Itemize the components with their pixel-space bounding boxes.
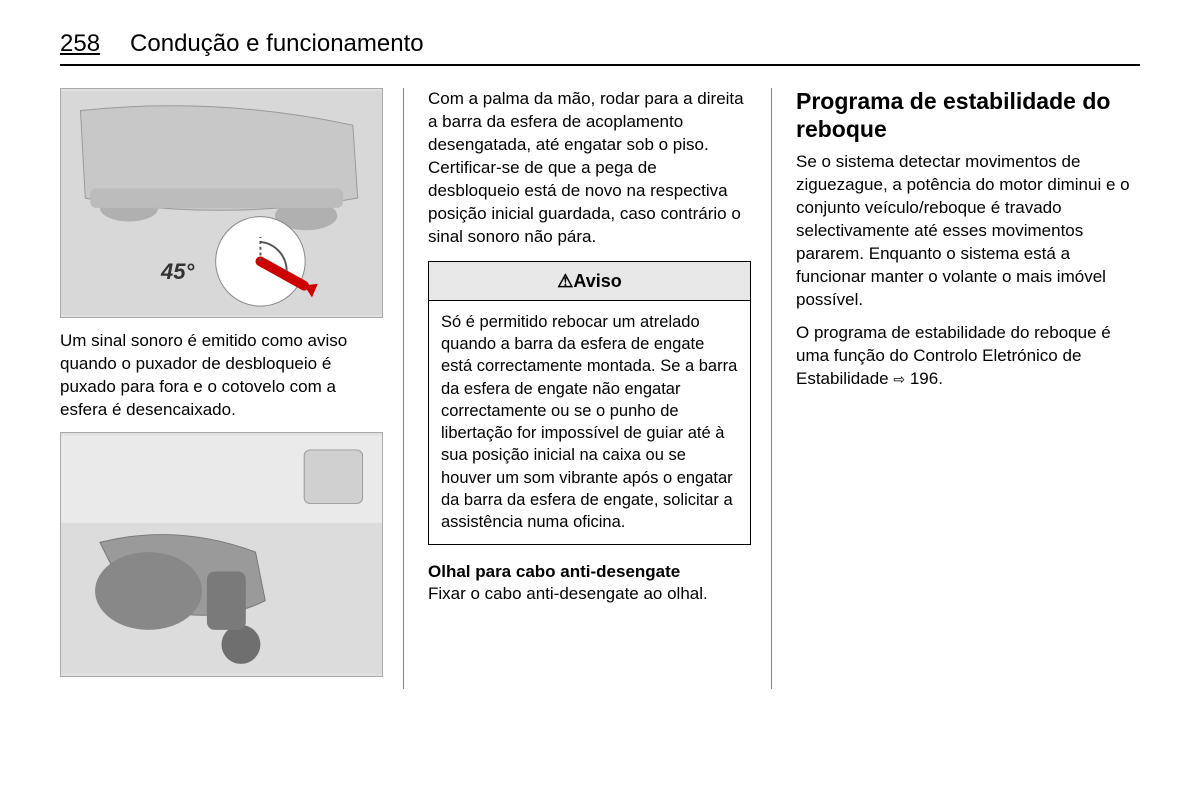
warning-title: ⚠Aviso [429,262,750,301]
col2-paragraph-1: Com a palma da mão, rodar para a direita… [428,88,751,249]
car-rear-illustration-icon [61,89,382,317]
figure-coupling-ball-bar [60,432,383,677]
col3-p2-suffix: . [938,369,943,388]
column-3: Programa de estabilidade do reboque Se o… [796,88,1140,689]
column-2: Com a palma da mão, rodar para a direita… [428,88,772,689]
col2-subheading: Olhal para cabo anti-desengate [428,561,751,584]
page-header: 258 Condução e funcionamento [60,30,1140,66]
link-page-number: 196 [910,369,938,388]
warning-title-text: Aviso [573,271,621,291]
warning-icon: ⚠ [557,271,573,291]
chapter-title: Condução e funcionamento [130,30,424,58]
figure-tow-release-45deg: 45° [60,88,383,318]
link-arrow-icon: ⇨ [893,370,905,389]
col1-paragraph-1: Um sinal sonoro é emitido como aviso qua… [60,330,383,422]
col3-paragraph-1: Se o sistema detectar movimentos de zigu… [796,151,1140,312]
page-number: 258 [60,30,100,58]
content-columns: 45° Um sinal sonoro é emitido como aviso… [60,88,1140,689]
col2-paragraph-2: Fixar o cabo anti-desengate ao olhal. [428,583,751,606]
coupling-bar-illustration-icon [61,433,382,676]
col3-p2-text: O programa de estabilidade do reboque é … [796,323,1111,388]
col3-heading: Programa de estabilidade do reboque [796,88,1140,143]
warning-body: Só é permitido rebocar um atrelado quand… [429,301,750,544]
col3-paragraph-2: O programa de estabilidade do reboque é … [796,322,1140,391]
column-1: 45° Um sinal sonoro é emitido como aviso… [60,88,404,689]
warning-box: ⚠Aviso Só é permitido rebocar um atrelad… [428,261,751,545]
angle-label: 45° [161,257,194,287]
cross-reference-link[interactable]: ⇨ 196 [893,369,938,388]
